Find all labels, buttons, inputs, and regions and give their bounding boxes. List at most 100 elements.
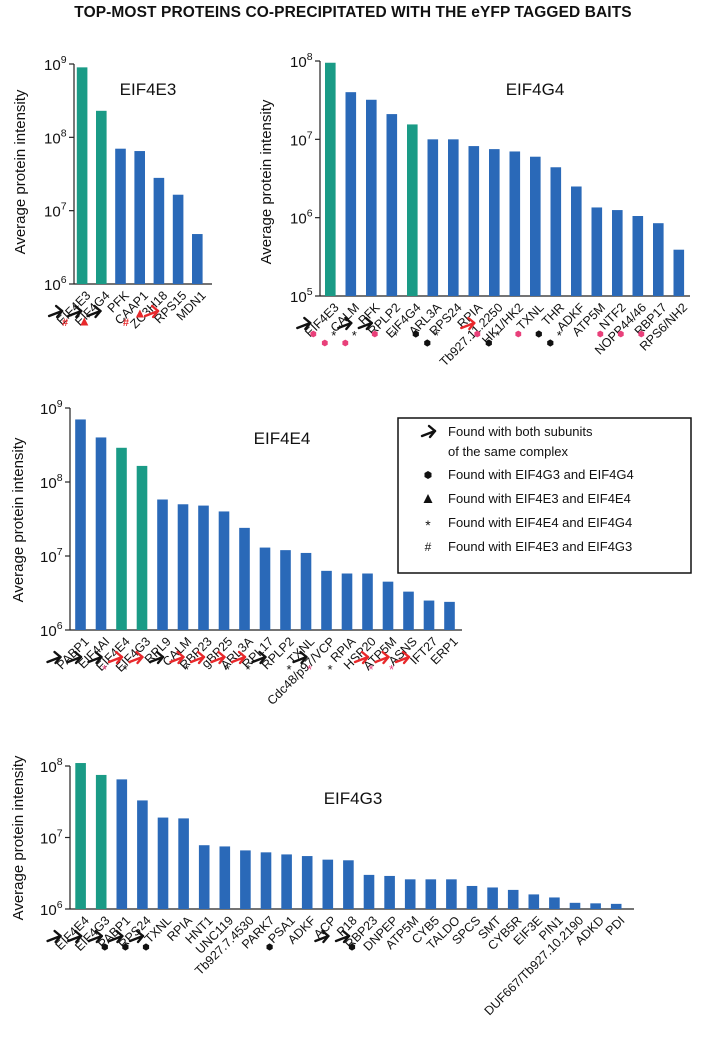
- star-marker: *: [352, 328, 357, 343]
- bar-eif4g3: [95, 774, 107, 909]
- bar-atp5m: [404, 879, 416, 909]
- bar-atp5m: [591, 207, 603, 296]
- y-tick-base: 10: [290, 211, 307, 228]
- y-tick-label: 106: [290, 208, 313, 228]
- pink-hexagon-marker: [321, 339, 328, 347]
- bar-psa1: [281, 854, 292, 909]
- y-tick-exponent: 6: [307, 208, 313, 220]
- bar-nopp44-46: [632, 216, 644, 296]
- y-tick-exponent: 6: [61, 274, 67, 286]
- bar-rbp17: [653, 223, 664, 296]
- black-arrow-marker-head: [155, 650, 165, 665]
- bar-p18: [343, 860, 354, 909]
- bar-pin1: [549, 897, 560, 909]
- bar-adkf: [301, 856, 313, 909]
- hexagon-marker: [348, 943, 356, 951]
- legend-item-label: Found with EIF4E3 and EIF4G3: [448, 539, 632, 554]
- black-arrow-marker-head: [53, 929, 62, 944]
- black-arrow-marker-head: [341, 929, 351, 944]
- star-marker: *: [307, 662, 312, 677]
- bar-atp5m: [382, 581, 394, 630]
- star-marker: *: [557, 328, 562, 343]
- bar-pdi: [610, 903, 622, 909]
- y-tick-label: 108: [40, 472, 63, 492]
- bar-smt: [487, 887, 498, 909]
- pink-hexagon-marker: [515, 330, 522, 338]
- y-tick-base: 10: [40, 401, 57, 418]
- pink-hexagon-marker: [310, 330, 317, 338]
- bar-cyb5r: [507, 889, 519, 909]
- hexagon-marker: [142, 943, 150, 951]
- star-marker: *: [286, 662, 291, 677]
- star-marker: *: [393, 328, 398, 343]
- legend-item-label: Found with both subunits: [448, 424, 593, 439]
- hash-marker: #: [123, 317, 129, 329]
- chart-title: EIF4G4: [506, 80, 565, 99]
- y-tick-base: 10: [290, 132, 307, 149]
- bar-gbp25: [218, 511, 230, 630]
- bar-adkd: [590, 903, 601, 909]
- y-tick-base: 10: [290, 54, 307, 71]
- legend-item-label: of the same complex: [448, 444, 568, 459]
- y-tick-base: 10: [40, 475, 57, 492]
- legend-item-label: Found with EIF4E3 and EIF4E4: [448, 491, 631, 506]
- legend: Found with both subunits of the same comp…: [397, 417, 692, 574]
- y-tick-label: 107: [44, 201, 67, 221]
- legend-items: Found with both subunits of the same comp…: [420, 424, 634, 554]
- bar-arl3a: [427, 139, 439, 296]
- y-tick-base: 10: [44, 204, 61, 221]
- y-tick-label: 107: [40, 828, 63, 848]
- y-tick-base: 10: [44, 57, 61, 74]
- y-axis-label: Average protein intensity: [258, 99, 275, 264]
- y-tick-label: 109: [40, 398, 63, 418]
- bar-asns: [403, 591, 414, 630]
- black-arrow-marker-head: [73, 650, 83, 665]
- chart-title: EIF4E3: [120, 80, 177, 99]
- pink-hexagon-marker: [638, 330, 645, 338]
- bar-rps15: [172, 194, 184, 284]
- hexagon-marker: [101, 943, 108, 951]
- black-arrow-marker-head: [135, 929, 145, 944]
- red-arrow-marker-head: [381, 650, 390, 665]
- y-tick-exponent: 9: [61, 54, 67, 66]
- bar-unc119: [219, 846, 231, 909]
- red-arrow-marker-head: [114, 650, 124, 665]
- bar-tb927-7-4530: [240, 850, 251, 909]
- hexagon-marker: [485, 339, 492, 347]
- star-marker: *: [245, 662, 250, 677]
- y-tick-exponent: 7: [61, 201, 67, 213]
- bar-rplp2: [280, 550, 291, 630]
- y-tick-base: 10: [44, 130, 61, 147]
- black-arrow-marker-head: [74, 929, 83, 944]
- figure-title: TOP-MOST PROTEINS CO-PRECIPITATED WITH T…: [74, 4, 632, 21]
- y-tick-label: 108: [44, 127, 67, 147]
- y-tick-exponent: 5: [307, 286, 313, 298]
- star-marker: *: [184, 662, 189, 677]
- star-marker: *: [331, 328, 336, 343]
- bar-zc3h18: [153, 177, 165, 284]
- y-tick-label: 106: [40, 620, 63, 640]
- legend-hash-icon: #: [425, 540, 432, 554]
- black-arrow-marker-head: [54, 304, 64, 319]
- y-tick-base: 10: [40, 902, 57, 919]
- black-arrow-marker-head: [53, 650, 62, 665]
- red-arrow-marker-head: [176, 650, 185, 665]
- bar-cyb5: [425, 879, 437, 909]
- star-marker: *: [368, 662, 373, 677]
- pink-hexagon-marker: [474, 330, 481, 338]
- bar-ift27: [423, 600, 435, 630]
- y-tick-exponent: 7: [57, 546, 63, 558]
- y-tick-exponent: 7: [57, 828, 63, 840]
- bar-txnl: [530, 156, 541, 296]
- star-marker: *: [327, 662, 332, 677]
- bar-caap1: [134, 151, 145, 284]
- bar-thr: [550, 167, 562, 296]
- hexagon-marker: [547, 339, 554, 347]
- bar-taldo: [446, 879, 457, 909]
- chart-title: EIF4G3: [324, 789, 383, 808]
- red-arrow-marker-head: [237, 650, 247, 665]
- triangle-marker: [80, 317, 89, 326]
- y-tick-label: 107: [290, 129, 313, 149]
- black-arrow-marker-head: [94, 650, 103, 665]
- bar-rpia: [468, 146, 480, 296]
